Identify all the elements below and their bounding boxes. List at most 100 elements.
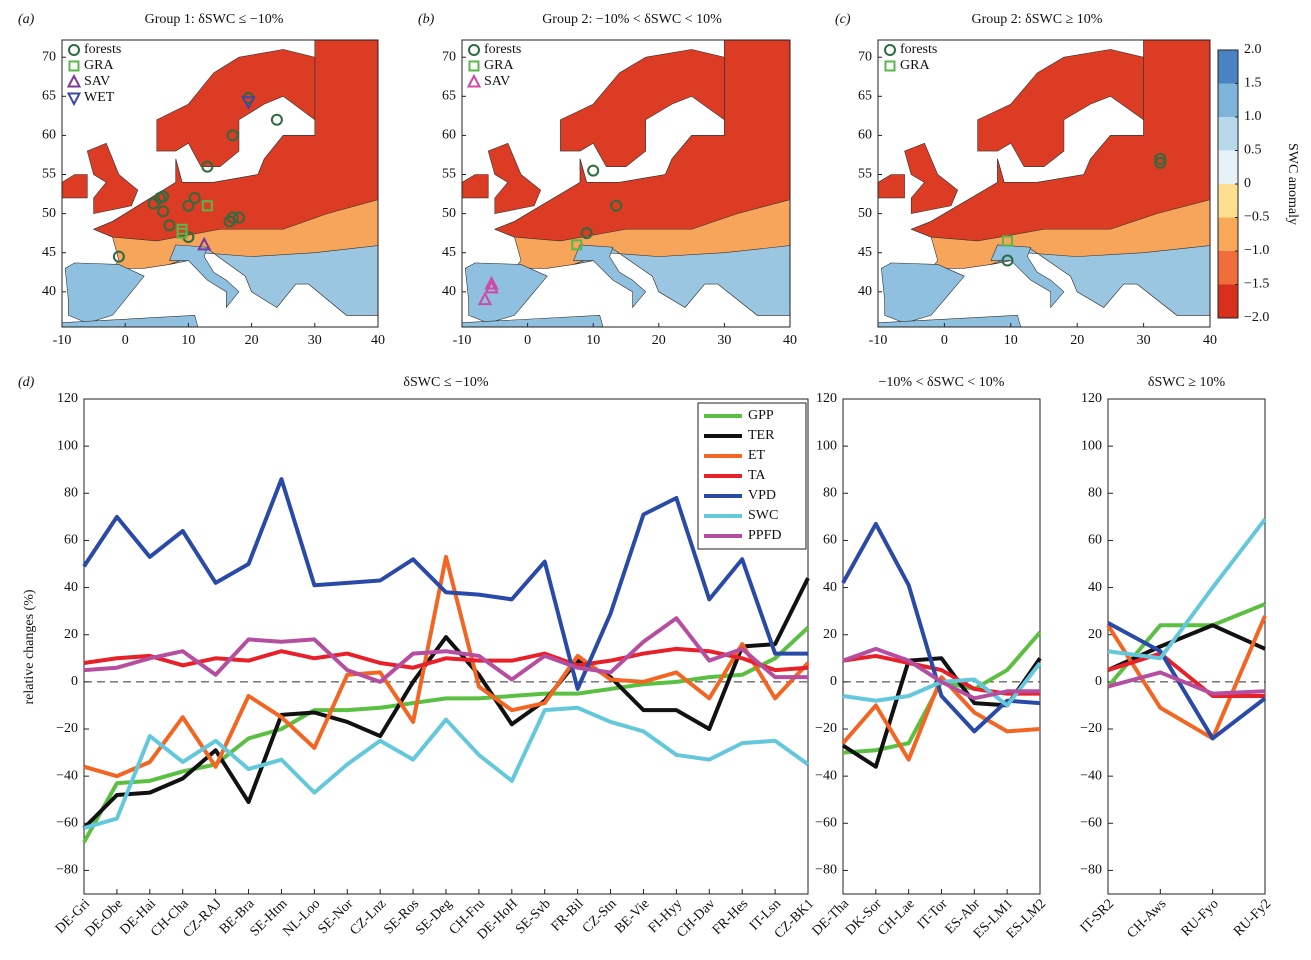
chart-title: δSWC ≥ 10%	[1148, 375, 1226, 390]
y-tick-label: −60	[56, 816, 78, 831]
series-line	[1107, 651, 1265, 698]
y-tick-label: −20	[1080, 721, 1102, 736]
site-marker	[468, 44, 480, 56]
chart-title: −10% < δSWC < 10%	[879, 375, 1005, 390]
series-line	[842, 653, 1040, 696]
land	[878, 174, 905, 199]
legend-label: TA	[748, 468, 766, 483]
y-tick-label: 55	[858, 167, 872, 182]
x-tick-label: 0	[122, 333, 129, 348]
x-tick-label: SE-Deg	[413, 896, 455, 938]
x-tick-label: 0	[524, 333, 531, 348]
y-tick-label: 80	[64, 486, 78, 501]
panel-label: (c)	[835, 12, 851, 27]
x-tick-label: CZ-Lnz	[347, 896, 389, 938]
land	[881, 262, 965, 324]
site-marker	[610, 199, 623, 212]
colorbar-bin	[1218, 251, 1238, 285]
y-tick-label: 40	[442, 284, 456, 299]
y-tick-label: 60	[42, 128, 56, 143]
site-marker	[112, 250, 125, 263]
site-marker	[468, 60, 480, 72]
series-line	[841, 521, 1041, 734]
series-line	[83, 646, 809, 673]
land	[156, 49, 316, 167]
colorbar-bin	[1218, 150, 1238, 184]
land	[493, 40, 790, 242]
y-tick-label: 20	[823, 627, 837, 642]
map-title: Group 2: −10% < δSWC < 10%	[542, 12, 722, 27]
panel-label: (a)	[18, 12, 35, 27]
land	[487, 142, 542, 214]
site-marker	[587, 164, 600, 177]
colorbar-bin	[1218, 184, 1238, 218]
land	[62, 314, 199, 327]
y-tick-label: 65	[442, 89, 456, 104]
legend-label: GRA	[900, 58, 930, 73]
colorbar-bin	[1218, 117, 1238, 151]
land	[462, 314, 604, 327]
y-tick-label: 20	[1088, 627, 1102, 642]
colorbar-bin	[1218, 284, 1238, 318]
site-marker	[66, 92, 82, 107]
colorbar-tick-label: 1.5	[1244, 76, 1262, 91]
legend-label: forests	[484, 42, 521, 57]
map-frame	[877, 39, 1211, 328]
site-marker	[1001, 235, 1013, 247]
y-tick-label: −40	[1080, 768, 1102, 783]
x-tick-label: CZ-Stn	[580, 896, 620, 936]
series-line	[1106, 615, 1267, 741]
y-tick-label: 120	[816, 391, 837, 406]
x-tick-label: NL-Loo	[280, 896, 323, 939]
series-line	[1107, 621, 1267, 741]
x-tick-label: FR-Hes	[710, 896, 751, 937]
land	[573, 244, 647, 309]
site-marker	[1001, 254, 1014, 267]
site-marker	[270, 113, 283, 126]
colorbar-tick-label: 0	[1244, 176, 1251, 191]
legend-label: PPFD	[748, 528, 781, 543]
y-tick-label: 70	[42, 49, 56, 64]
site-marker	[201, 160, 214, 173]
series-line	[842, 646, 1040, 701]
site-marker	[1154, 156, 1167, 169]
x-tick-label: 30	[717, 333, 731, 348]
x-tick-label: FR-Bil	[549, 896, 587, 934]
y-tick-label: 55	[442, 167, 456, 182]
site-marker	[1154, 152, 1167, 165]
x-tick-label: 40	[783, 333, 797, 348]
x-tick-label: 40	[1203, 333, 1217, 348]
x-tick-label: 40	[371, 333, 385, 348]
legend-label: SAV	[84, 74, 110, 89]
y-tick-label: 40	[42, 284, 56, 299]
chart-title: δSWC ≤ −10%	[403, 375, 489, 390]
x-tick-label: RU-Fyo	[1179, 896, 1222, 939]
panel-label: (b)	[418, 12, 435, 27]
x-tick-label: 0	[941, 333, 948, 348]
plot-frame	[842, 398, 1041, 895]
site-marker	[884, 44, 896, 56]
land	[573, 245, 790, 316]
plot-frame	[1107, 398, 1266, 895]
y-tick-label: 60	[823, 533, 837, 548]
colorbar-bin	[1218, 217, 1238, 251]
land	[990, 245, 1210, 316]
legend-label: forests	[84, 42, 121, 57]
x-tick-label: -10	[869, 333, 888, 348]
land	[168, 244, 240, 309]
colorbar-bin	[1218, 50, 1238, 84]
series-line	[1107, 623, 1266, 672]
x-tick-label: SE-Svb	[513, 896, 554, 937]
land	[990, 244, 1065, 309]
y-tick-label: 40	[858, 284, 872, 299]
y-tick-label: 60	[1088, 533, 1102, 548]
y-tick-label: 80	[823, 486, 837, 501]
colorbar-tick-label: −2.0	[1244, 310, 1269, 325]
x-tick-label: 10	[586, 333, 600, 348]
land	[977, 49, 1144, 167]
x-tick-label: 10	[1004, 333, 1018, 348]
y-tick-label: 100	[1081, 438, 1102, 453]
site-marker	[188, 191, 201, 204]
y-tick-label: 60	[64, 533, 78, 548]
